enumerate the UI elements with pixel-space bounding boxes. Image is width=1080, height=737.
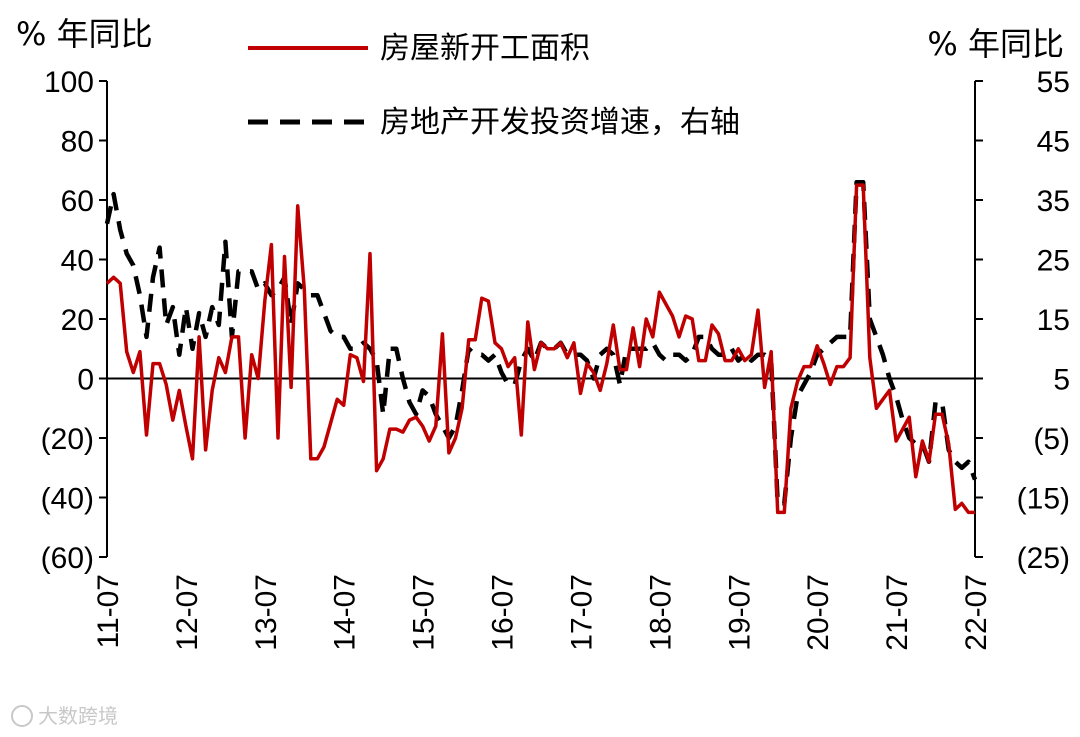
x-tick-label: 18-07 <box>644 574 677 651</box>
left-axis-unit: % 年同比 <box>16 15 153 53</box>
legend-label-investment: 房地产开发投资增速，右轴 <box>380 105 740 140</box>
x-tick-label: 20-07 <box>802 574 835 651</box>
right-axis-unit: % 年同比 <box>927 25 1064 63</box>
x-tick-label: 22-07 <box>960 574 993 651</box>
right-tick-label: (5) <box>1033 423 1070 456</box>
left-tick-label: (20) <box>41 423 94 456</box>
x-tick-label: 21-07 <box>881 574 914 651</box>
x-axis-ticks: 11-07 12-07 13-07 14-07 15-07 16-07 17-07 18-07… <box>92 574 993 651</box>
right-tick-label: 5 <box>1053 364 1070 397</box>
left-tick-label: 0 <box>77 364 94 397</box>
left-tick-label: 100 <box>44 66 94 99</box>
x-tick-label: 12-07 <box>171 574 204 651</box>
left-tick-label: 60 <box>61 185 94 218</box>
right-tick-label: 25 <box>1037 245 1070 278</box>
series-line-new-construction <box>105 183 975 515</box>
x-tick-label: 17-07 <box>565 574 598 651</box>
right-tick-label: 55 <box>1037 66 1070 99</box>
left-tick-label: 80 <box>61 126 94 159</box>
left-tick-label: 20 <box>61 304 94 337</box>
left-tick-label: (60) <box>41 542 94 575</box>
left-tick-label: (40) <box>41 483 94 516</box>
right-tick-label: 15 <box>1037 304 1070 337</box>
right-tick-label: 35 <box>1037 185 1070 218</box>
right-tick-label: 45 <box>1037 126 1070 159</box>
watermark: 大数跨境 <box>11 704 118 728</box>
x-tick-label: 15-07 <box>408 574 441 651</box>
right-axis-ticks: 55 45 35 25 15 5 (5) (15) (25) <box>975 66 1070 575</box>
left-tick-label: 40 <box>61 245 94 278</box>
watermark-logo-text: 大数跨境 <box>38 704 118 728</box>
x-tick-label: 19-07 <box>723 574 756 651</box>
x-tick-label: 14-07 <box>329 574 362 651</box>
right-tick-label: (25) <box>1017 542 1070 575</box>
watermark-logo-icon <box>11 705 33 727</box>
x-tick-label: 11-07 <box>92 574 125 649</box>
left-axis-ticks: 100 80 60 40 20 0 (20) (40) (60) <box>41 66 107 575</box>
legend-label-new-construction: 房屋新开工面积 <box>380 31 590 66</box>
x-tick-label: 16-07 <box>487 574 520 651</box>
x-tick-label: 13-07 <box>250 574 283 651</box>
legend: 房屋新开工面积 房地产开发投资增速，右轴 <box>248 31 740 140</box>
right-tick-label: (15) <box>1017 483 1070 516</box>
